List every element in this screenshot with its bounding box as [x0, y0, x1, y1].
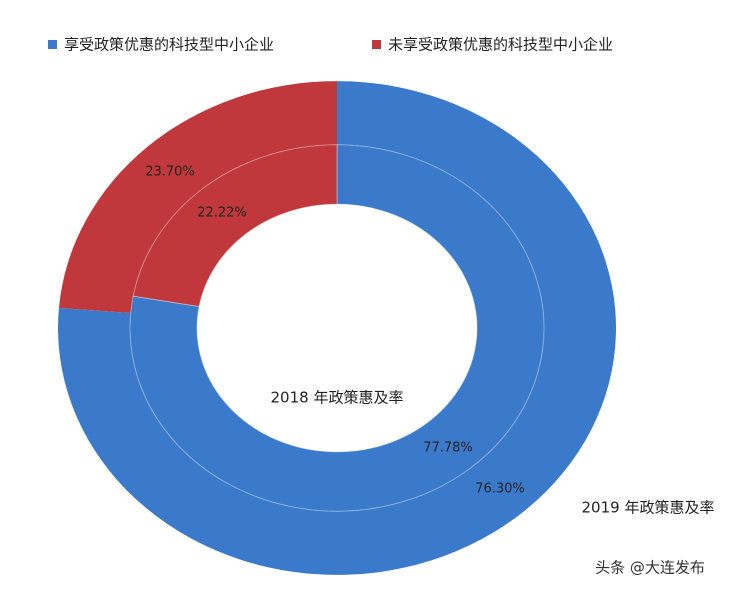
donut-segment [58, 81, 337, 314]
ring-name: 2018 年政策惠及率 [271, 389, 404, 407]
value-label: 76.30% [475, 482, 525, 497]
donut-segment [132, 144, 338, 308]
legend-label: 享受政策优惠的科技型中小企业 [64, 36, 274, 54]
watermark: 头条 @大连发布 [595, 559, 705, 577]
value-label: 23.70% [145, 165, 195, 180]
donut-segment [129, 144, 545, 512]
value-label: 77.78% [423, 441, 473, 456]
legend-swatch [372, 40, 381, 49]
legend-label: 未享受政策优惠的科技型中小企业 [388, 36, 613, 54]
legend-swatch [48, 40, 57, 49]
ring-name: 2019 年政策惠及率 [582, 499, 715, 517]
value-label: 22.22% [197, 206, 247, 221]
